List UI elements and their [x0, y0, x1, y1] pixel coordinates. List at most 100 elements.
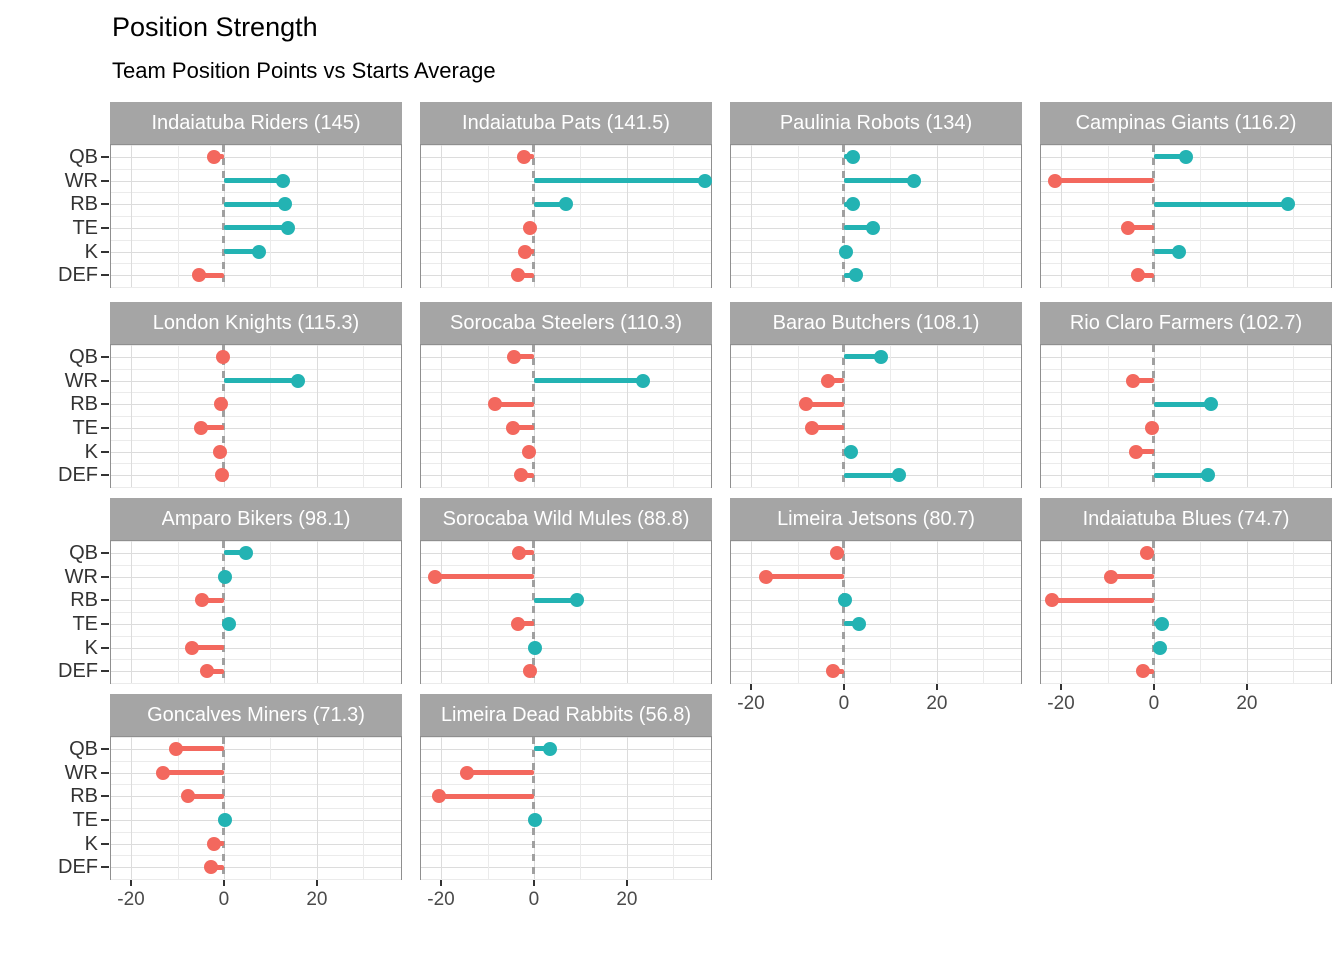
lollipop-dot [192, 268, 207, 283]
gridline-v-major [316, 737, 318, 879]
lollipop-dot [1104, 569, 1119, 584]
gridline-h-major [111, 552, 401, 554]
lollipop-dot [820, 373, 835, 388]
gridline-h-minor [731, 263, 1021, 265]
gridline-h-minor [421, 635, 711, 637]
gridline-h-minor [111, 659, 401, 661]
lollipop-dot [1131, 268, 1146, 283]
x-tick-label: -20 [427, 889, 455, 910]
gridline-h-minor [1041, 345, 1331, 346]
lollipop-dot [510, 616, 525, 631]
gridline-v-major [936, 145, 938, 287]
lollipop-stem [1051, 597, 1154, 603]
gridline-h-major [421, 843, 711, 845]
y-tick-mark [101, 842, 109, 845]
gridline-v-minor [1293, 145, 1295, 287]
facet-strip-label: Barao Butchers (108.1) [772, 311, 980, 334]
gridline-v-minor [270, 737, 272, 879]
lollipop-dot [1153, 640, 1167, 655]
y-tick-mark [101, 450, 109, 453]
x-tick-mark [1060, 684, 1062, 690]
gridline-v-minor [487, 541, 489, 683]
lollipop-dot [507, 349, 522, 364]
lollipop-dot [184, 640, 199, 655]
lollipop-dot [278, 197, 293, 212]
gridline-h-minor [421, 879, 711, 880]
gridline-v-minor [363, 145, 365, 287]
facet-strip-label: Indaiatuba Riders (145) [151, 111, 361, 134]
gridline-h-minor [1041, 659, 1331, 661]
lollipop-dot [1280, 197, 1295, 212]
lollipop-stem [223, 201, 286, 207]
y-tick-mark [101, 426, 109, 429]
gridline-h-minor [421, 368, 711, 370]
x-tick-label: -20 [737, 693, 765, 714]
x-tick-label: 0 [838, 693, 850, 714]
gridline-h-major [1041, 451, 1331, 453]
lollipop-stem [843, 178, 914, 183]
gridline-h-minor [731, 439, 1021, 441]
lollipop-dot [203, 860, 218, 875]
facet-strip-label: Rio Claro Farmers (102.7) [1069, 311, 1303, 334]
lollipop-dot [193, 420, 208, 435]
lollipop-stem [805, 401, 844, 407]
lollipop-stem [223, 225, 288, 231]
gridline-v-minor [983, 145, 985, 287]
facet-strip-label: Paulinia Robots (134) [779, 111, 973, 134]
facet-strip-label: Indaiatuba Blues (74.7) [1082, 507, 1290, 530]
gridline-v-major [751, 541, 752, 683]
lollipop-stem [1111, 574, 1154, 579]
facet-panel: Indaiatuba Riders (145) [110, 102, 402, 288]
gridline-v-minor [1107, 345, 1109, 487]
lollipop-dot [569, 593, 584, 608]
facet-panel: Indaiatuba Pats (141.5) [420, 102, 713, 288]
gridline-h-major [111, 819, 401, 821]
lollipop-stem [176, 746, 224, 752]
gridline-h-minor [111, 487, 401, 488]
lollipop-dot [1203, 397, 1218, 412]
gridline-h-minor [421, 463, 711, 465]
lollipop-dot [222, 616, 236, 631]
y-axis-label: TE [72, 416, 98, 439]
lollipop-dot [505, 420, 520, 435]
gridline-h-minor [1041, 392, 1331, 394]
facet-panel: Rio Claro Farmers (102.7) [1040, 302, 1332, 488]
x-tick-mark [842, 684, 845, 690]
gridline-h-minor [1041, 635, 1331, 637]
lollipop-dot [218, 569, 233, 584]
lollipop-dot [839, 244, 854, 259]
y-axis-label: DEF [58, 264, 98, 287]
y-axis-label: RB [70, 193, 98, 216]
lollipop-stem [466, 770, 534, 775]
gridline-h-minor [731, 368, 1021, 370]
gridline-h-minor [111, 192, 401, 194]
gridline-h-major [421, 772, 711, 774]
y-tick-mark [101, 403, 109, 406]
facet-strip-label: Campinas Giants (116.2) [1075, 111, 1297, 134]
lollipop-dot [276, 173, 290, 188]
lollipop-dot [238, 545, 253, 560]
gridline-v-minor [363, 541, 365, 683]
lollipop-dot [805, 420, 820, 435]
plot-area [420, 540, 712, 684]
lollipop-dot [1128, 444, 1143, 459]
gridline-h-minor [111, 368, 401, 370]
gridline-h-major [111, 600, 401, 602]
gridline-h-minor [111, 168, 401, 170]
gridline-v-minor [1107, 541, 1109, 683]
y-axis-label: DEF [58, 464, 98, 487]
plot-area [110, 144, 402, 288]
gridline-h-major [1041, 275, 1331, 277]
gridline-h-major [421, 647, 711, 649]
lollipop-stem [512, 425, 534, 431]
gridline-h-minor [1041, 287, 1331, 288]
gridline-v-minor [177, 737, 179, 879]
gridline-h-minor [731, 635, 1021, 637]
gridline-h-major [421, 156, 711, 158]
gridline-v-major [1246, 145, 1248, 287]
facet-panel: Campinas Giants (116.2) [1040, 102, 1332, 288]
gridline-h-minor [111, 416, 401, 417]
lollipop-dot [523, 664, 538, 679]
gridline-v-major [626, 541, 628, 683]
lollipop-dot [698, 173, 713, 188]
